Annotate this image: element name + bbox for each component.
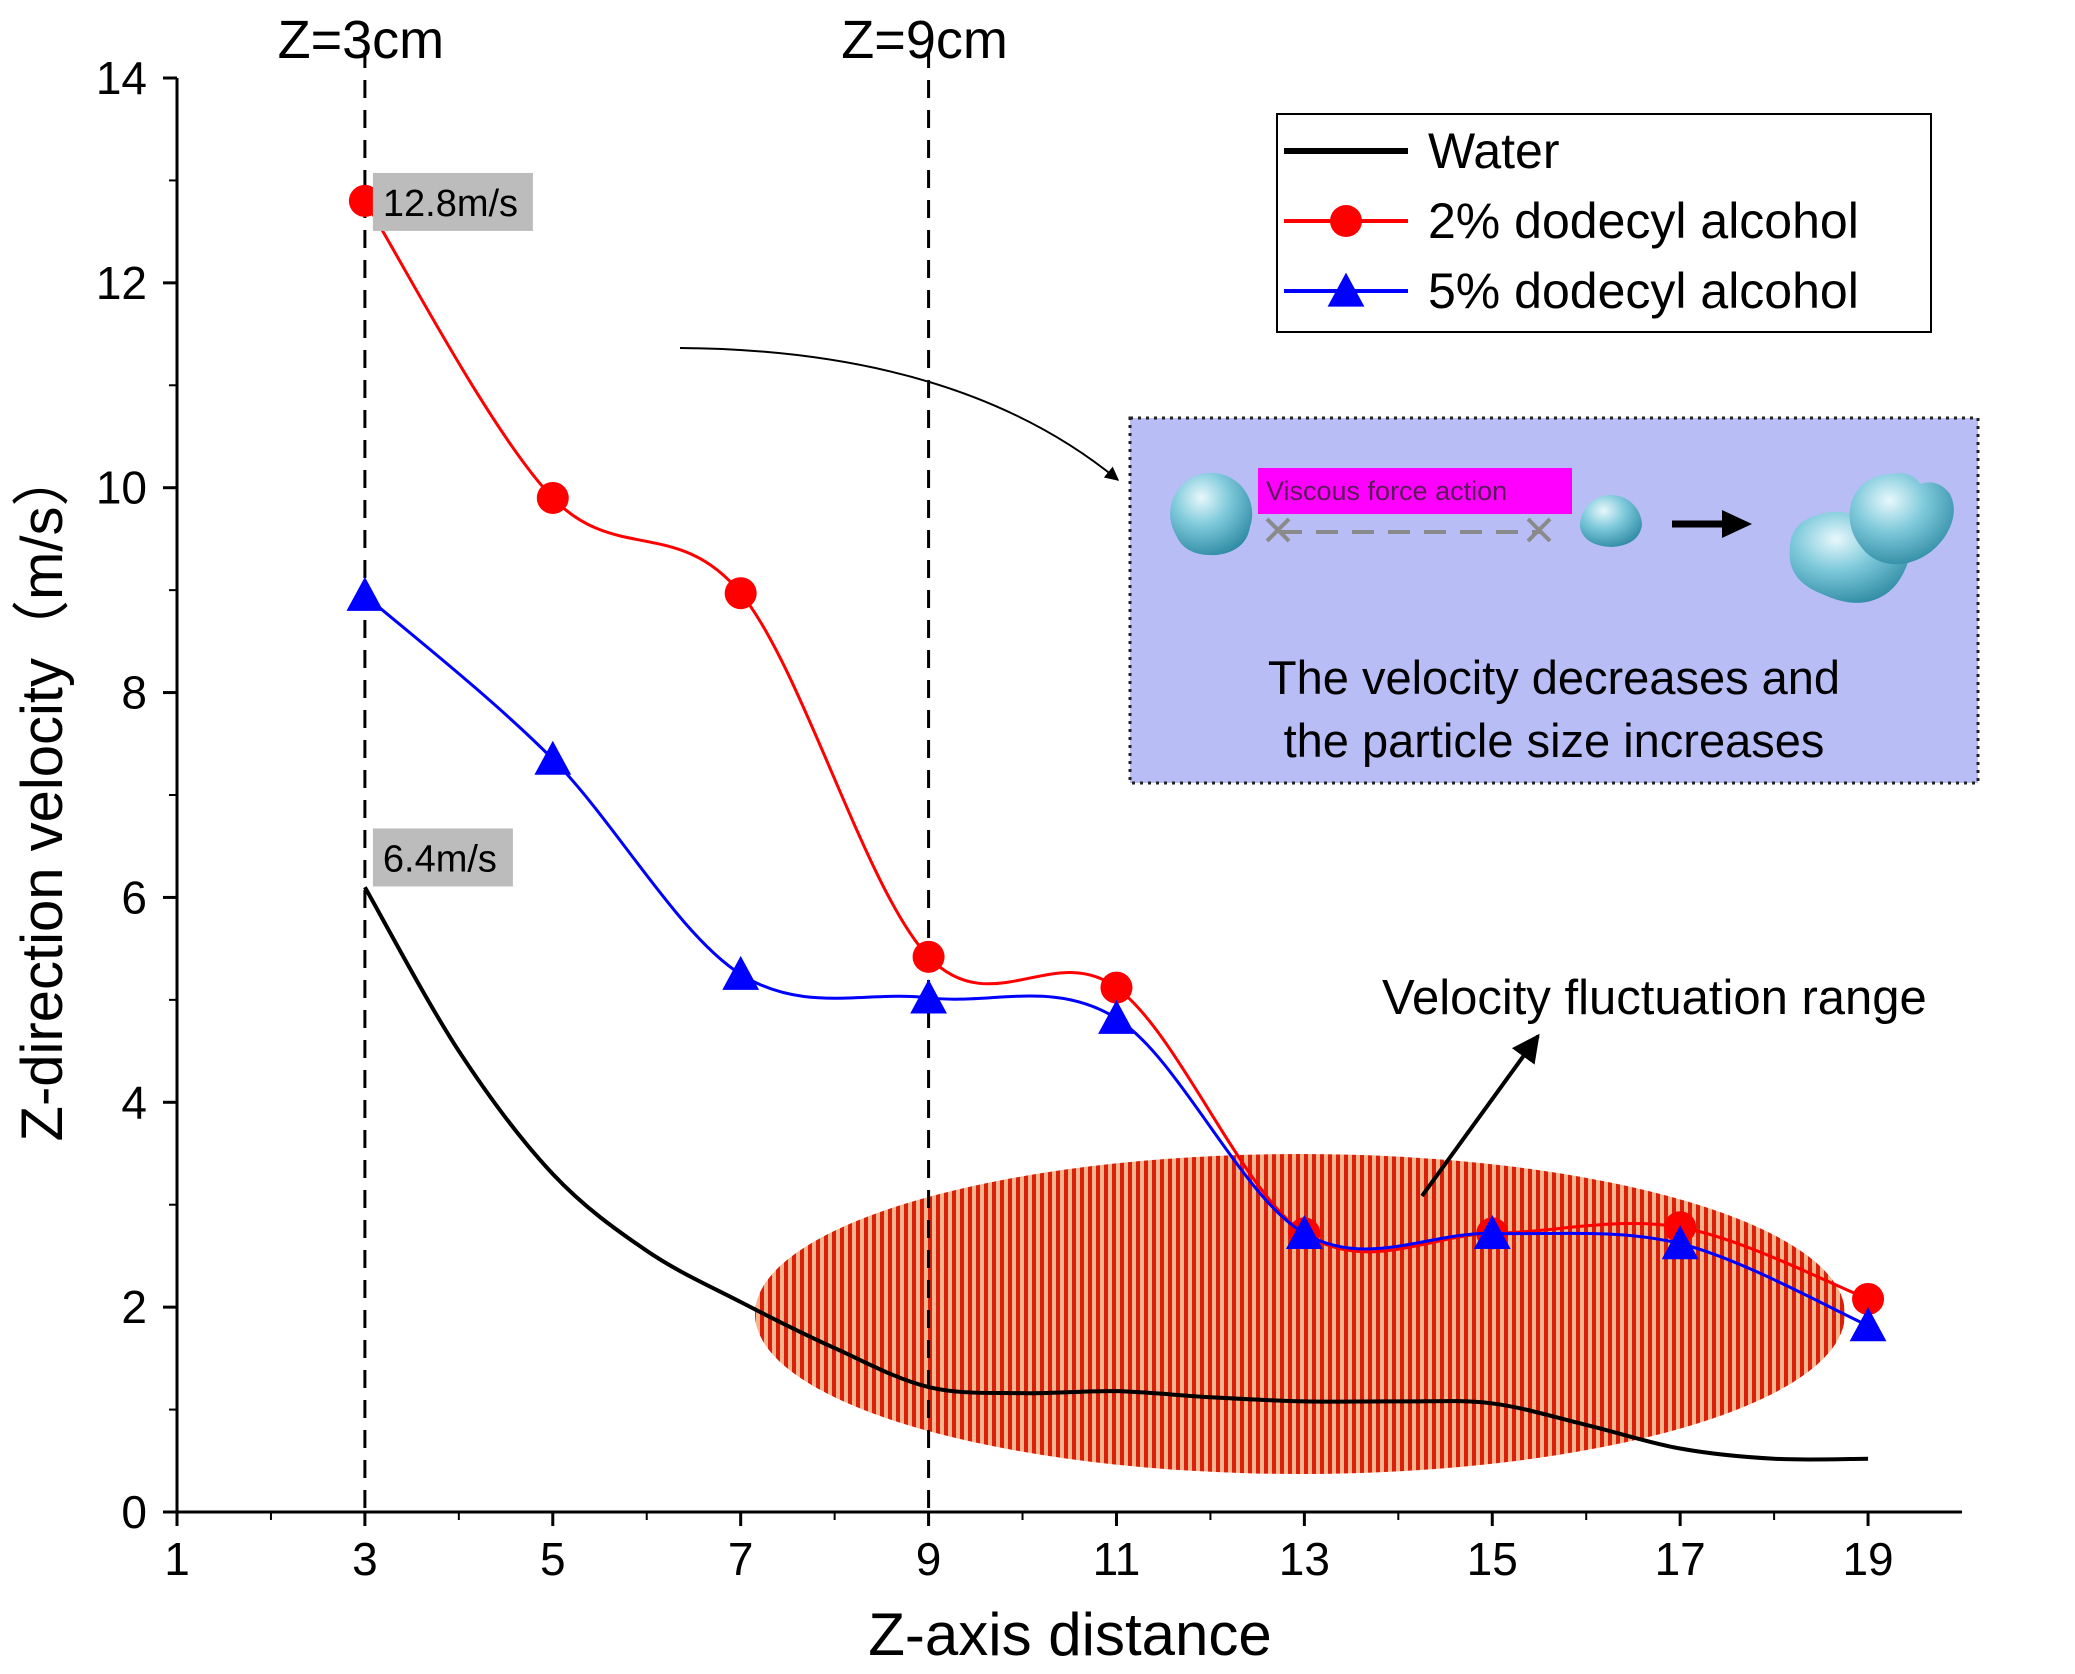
data-point-triangle	[346, 576, 384, 611]
viscous-force-tag: Viscous force action	[1266, 476, 1507, 506]
data-point-circle	[1852, 1282, 1885, 1315]
y-tick-label: 14	[96, 52, 147, 104]
y-tick-label: 6	[121, 871, 147, 923]
y-tick-label: 4	[121, 1076, 147, 1128]
x-tick-label: 9	[916, 1533, 942, 1585]
y-tick-label: 12	[96, 257, 147, 309]
series-water	[363, 886, 1869, 1462]
x-tick-label: 7	[728, 1533, 754, 1585]
x-tick-label: 13	[1279, 1533, 1330, 1585]
data-label-box	[372, 172, 533, 231]
y-axis-label: Z-direction velocity（m/s）	[10, 449, 75, 1142]
fluctuation-ellipse	[755, 1154, 1845, 1474]
legend: Water 2% dodecyl alcohol 5% dodecyl alcoho…	[1276, 113, 1932, 333]
data-point-circle	[724, 577, 757, 610]
x-tick-label: 15	[1467, 1533, 1518, 1585]
series-line	[363, 200, 1869, 1301]
small-droplet-icon	[1579, 494, 1642, 547]
x-tick-label: 5	[540, 1533, 566, 1585]
legend-label: Water	[1428, 123, 1560, 179]
x-tick-label: 17	[1655, 1533, 1706, 1585]
x-tick-label: 19	[1842, 1533, 1893, 1585]
data-point-triangle	[1661, 1225, 1699, 1260]
data-label: 6.4m/s	[383, 838, 497, 880]
fluctuation-arrow	[1420, 1033, 1540, 1198]
x-tick-label: 11	[1093, 1533, 1141, 1585]
data-point-triangle	[722, 955, 760, 990]
data-point-circle	[1330, 205, 1362, 237]
series-layer	[346, 184, 1887, 1462]
data-point-triangle	[534, 740, 572, 775]
cross-icon-right	[1526, 517, 1552, 543]
inset-caption-line1: The velocity decreases and	[1268, 651, 1840, 704]
transform-arrow-icon	[1722, 510, 1752, 538]
series-line	[363, 886, 1869, 1462]
large-droplet-icon	[1170, 472, 1253, 556]
legend-label: 5% dodecyl alcohol	[1428, 263, 1859, 319]
series-5-dodecyl-alcohol	[346, 576, 1887, 1342]
x-tick-label: 3	[352, 1533, 378, 1585]
inset-callout-arrow	[679, 347, 1120, 481]
y-tick-label: 8	[121, 667, 147, 719]
data-label: 12.8m/s	[383, 183, 518, 225]
series-2-dodecyl-alcohol	[348, 184, 1885, 1315]
reference-lines: Z=3cm Z=9cm	[278, 10, 1008, 1512]
data-point-triangle	[1285, 1214, 1323, 1250]
data-point-circle	[912, 940, 945, 973]
data-point-triangle	[1473, 1214, 1511, 1250]
inset-caption-line2: the particle size increases	[1284, 714, 1825, 767]
fluctuation-region	[755, 1154, 1845, 1474]
data-point-circle	[536, 481, 569, 514]
inset-panel: Viscous force action The velocity decrea…	[1128, 416, 1980, 785]
viscous-force-tag-bg	[1258, 468, 1572, 514]
legend-label: 2% dodecyl alcohol	[1428, 193, 1859, 249]
cross-icon-left	[1265, 517, 1291, 543]
data-label-box	[372, 828, 513, 887]
y-tick-label: 0	[121, 1486, 147, 1538]
merged-droplet-icon-2	[1849, 473, 1954, 565]
y-tick-label: 10	[96, 462, 147, 514]
data-point-triangle	[1849, 1307, 1887, 1342]
data-labels: 12.8m/s 6.4m/s	[372, 172, 533, 887]
reference-line-label: Z=9cm	[841, 10, 1008, 70]
data-point-triangle	[910, 979, 947, 1014]
legend-items: Water 2% dodecyl alcohol 5% dodecyl alcoho…	[1284, 123, 1859, 319]
x-axis-label: Z-axis distance	[868, 1601, 1271, 1668]
reference-line-label: Z=3cm	[278, 10, 445, 70]
x-tick-label: 1	[164, 1533, 190, 1585]
fluctuation-label: Velocity fluctuation range	[1382, 971, 1927, 1025]
data-point-circle	[1100, 971, 1133, 1004]
data-point-triangle	[1327, 272, 1365, 307]
y-tick-label: 2	[121, 1281, 147, 1333]
data-point-triangle	[1098, 999, 1135, 1034]
